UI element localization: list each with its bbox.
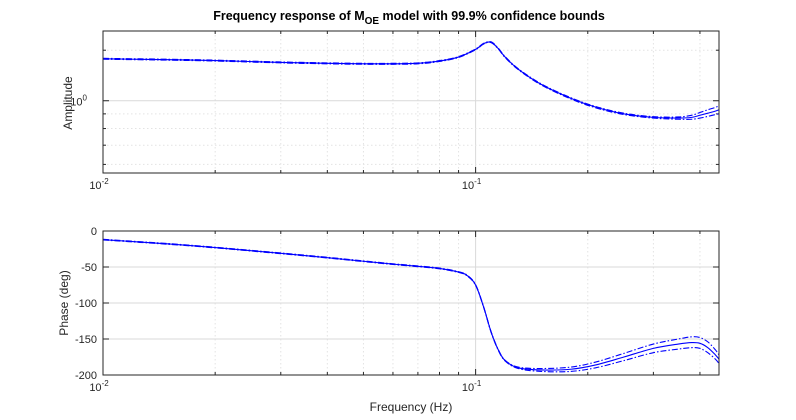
amplitude-y-tick-label: 100 [70,94,87,109]
phase-response-line [103,239,719,371]
amplitude-x-tick-label: 10-1 [462,177,482,192]
phase-x-tick-label: 10-2 [89,379,109,394]
phase-ylabel: Phase (deg) [57,270,71,335]
amplitude-plot-area [102,30,720,174]
amplitude-axes: 100 10-2 10-1 [70,30,720,192]
chart-title-subscript: OE [365,16,380,27]
phase-confidence-bound-2 [103,239,719,373]
amplitude-axes-frame [102,30,720,174]
phase-y-tick-label: -100 [75,298,97,310]
amplitude-confidence-bound-2 [103,41,719,120]
amplitude-confidence-bound-1 [103,40,719,118]
chart-title: Frequency response of MOE model with 99.… [213,9,605,27]
phase-axes-frame [102,230,720,376]
frequency-xlabel: Frequency (Hz) [370,400,453,414]
phase-x-tick-label: 10-1 [462,379,482,394]
amplitude-grid [102,31,719,173]
phase-y-tick-label: 0 [91,226,97,238]
amplitude-ylabel: Amplitude [61,76,75,130]
phase-y-tick-label: -150 [75,334,97,346]
phase-y-tick-label: -200 [75,370,97,382]
phase-confidence-bound-1 [103,238,719,370]
phase-y-tick-label: -50 [81,262,97,274]
amplitude-x-tick-label: 10-2 [89,177,109,192]
